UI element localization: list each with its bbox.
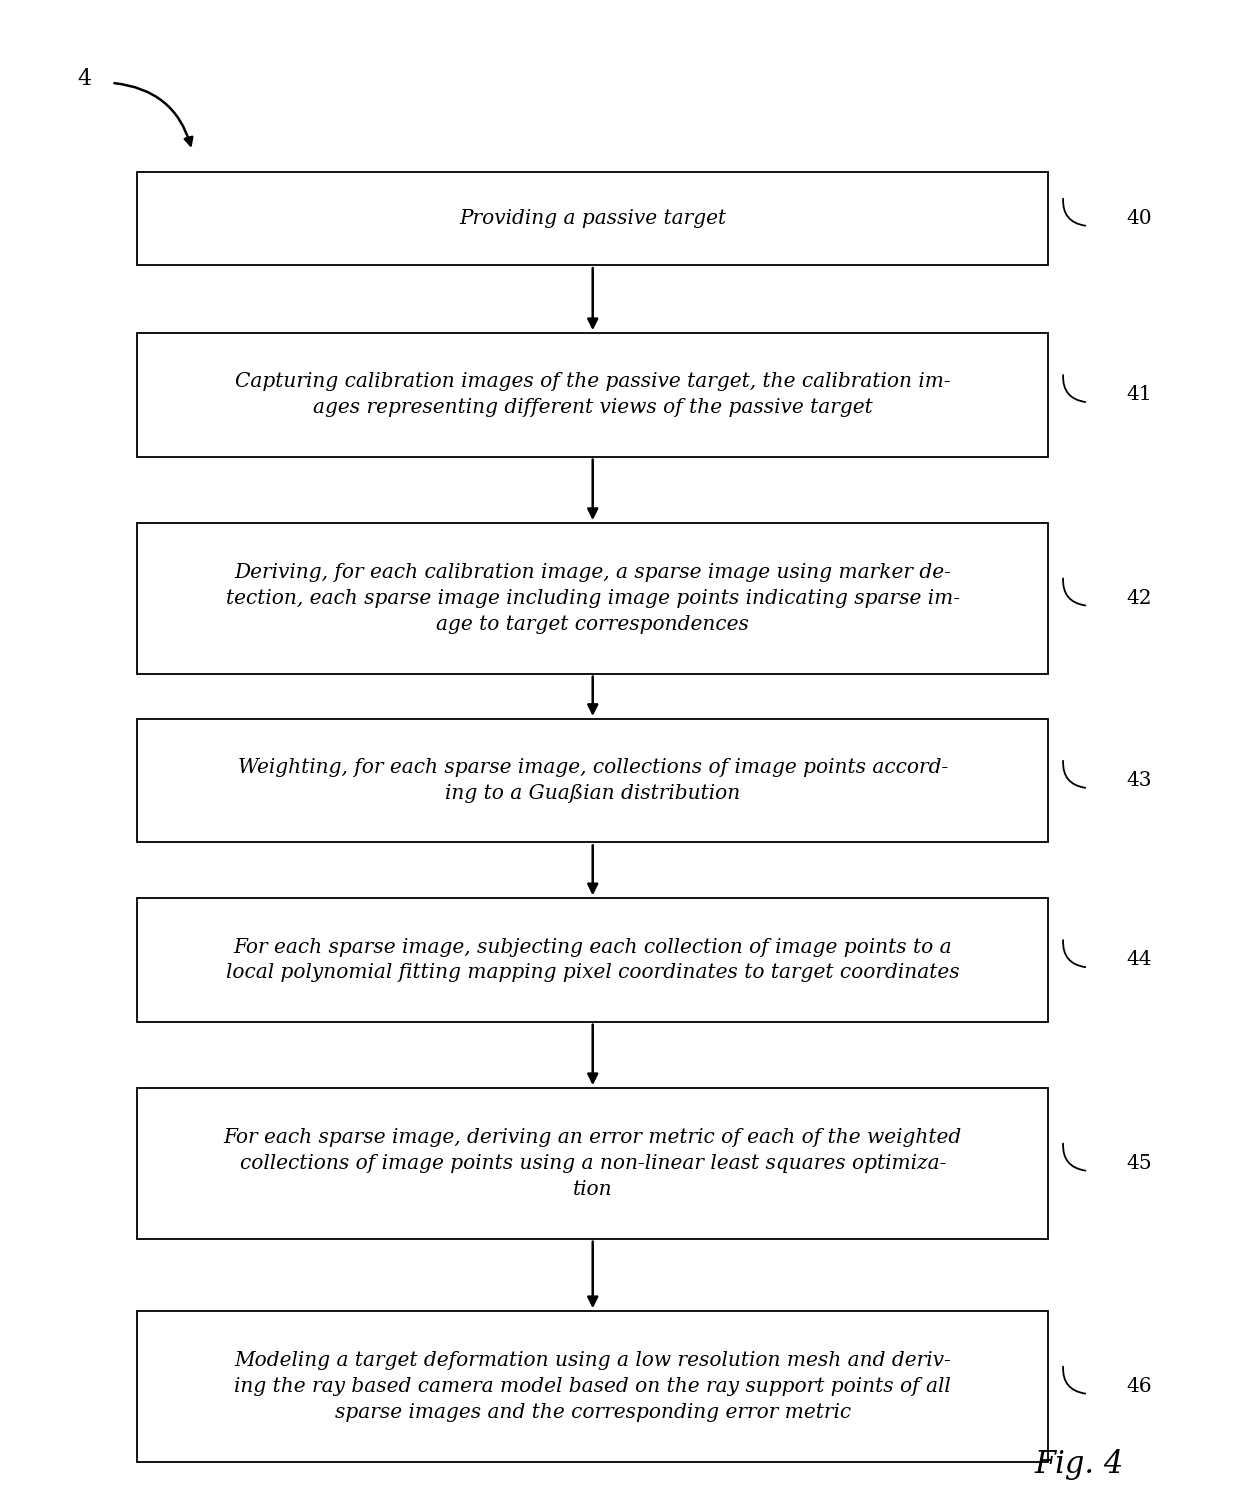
Text: Fig. 4: Fig. 4	[1034, 1450, 1123, 1480]
Text: Modeling a target deformation using a low resolution mesh and deriv-
ing the ray: Modeling a target deformation using a lo…	[234, 1352, 951, 1421]
FancyBboxPatch shape	[136, 333, 1048, 457]
Text: 42: 42	[1126, 589, 1152, 607]
Text: 41: 41	[1126, 386, 1152, 404]
FancyBboxPatch shape	[136, 172, 1048, 265]
FancyBboxPatch shape	[136, 719, 1048, 842]
Text: 45: 45	[1126, 1154, 1152, 1172]
FancyBboxPatch shape	[136, 523, 1048, 674]
Text: 44: 44	[1126, 951, 1152, 969]
Text: 43: 43	[1126, 772, 1152, 790]
Text: Deriving, for each calibration image, a sparse image using marker de-
tection, e: Deriving, for each calibration image, a …	[226, 564, 960, 633]
Text: 40: 40	[1126, 209, 1152, 228]
Text: Capturing calibration images of the passive target, the calibration im-
ages rep: Capturing calibration images of the pass…	[234, 372, 951, 417]
Text: 4: 4	[77, 68, 91, 90]
Text: Providing a passive target: Providing a passive target	[459, 209, 727, 228]
Text: 46: 46	[1126, 1377, 1152, 1395]
FancyBboxPatch shape	[136, 1311, 1048, 1462]
Text: For each sparse image, subjecting each collection of image points to a
local pol: For each sparse image, subjecting each c…	[226, 937, 960, 983]
FancyBboxPatch shape	[136, 898, 1048, 1022]
Text: Weighting, for each sparse image, collections of image points accord-
ing to a G: Weighting, for each sparse image, collec…	[238, 758, 947, 803]
Text: For each sparse image, deriving an error metric of each of the weighted
collecti: For each sparse image, deriving an error…	[223, 1129, 962, 1198]
FancyBboxPatch shape	[136, 1088, 1048, 1239]
